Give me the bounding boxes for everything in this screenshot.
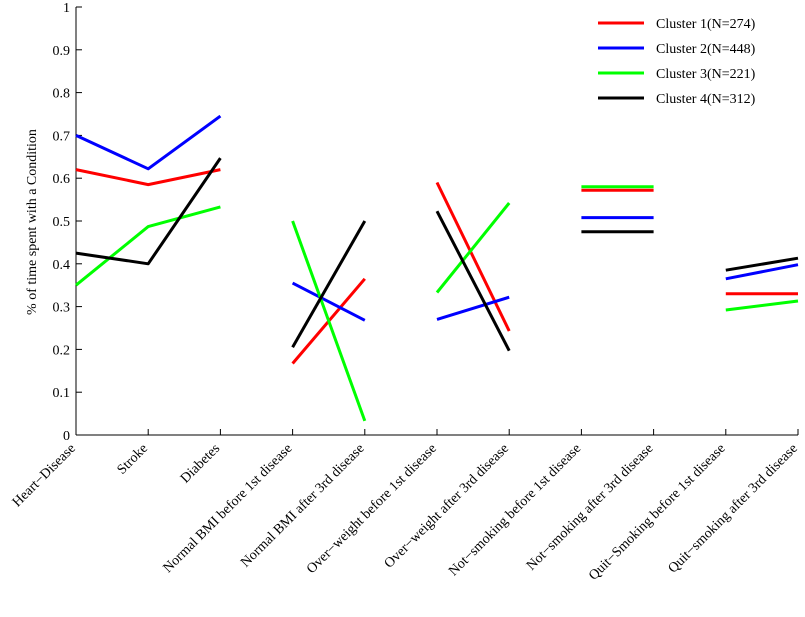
y-tick-label: 1 [63, 1, 70, 16]
y-axis-label: % of time spent with a Condition [25, 129, 40, 315]
legend-label: Cluster 2(N=448) [656, 42, 756, 57]
x-tick-label: Normal BMI after 3rd disease [238, 441, 367, 570]
series-line [435, 210, 511, 352]
series-line [436, 295, 510, 321]
series-line [725, 263, 799, 281]
y-tick-label: 0.2 [53, 343, 71, 358]
x-tick-label: Over−weight after 3rd disease [382, 441, 512, 571]
series-layer [75, 114, 799, 422]
y-tick-label: 0.6 [53, 172, 71, 187]
series-line [725, 256, 799, 272]
series-group [75, 114, 799, 322]
series-group [75, 157, 799, 352]
x-tick-label: Over−weight before 1st disease [304, 441, 440, 577]
y-tick-label: 0.4 [53, 258, 71, 273]
x-tick-label: Not−smoking after 3rd disease [524, 441, 656, 573]
series-line [291, 281, 366, 322]
x-tick-label: Not−smoking before 1st disease [446, 441, 584, 579]
x-tick-label: Quit−smoking after 3rd disease [666, 441, 801, 576]
legend-label: Cluster 1(N=274) [656, 17, 756, 32]
x-tick-label: Heart−Disease [10, 441, 79, 510]
x-tick-label: Quit−Smoking before 1st disease [586, 441, 728, 583]
legend-label: Cluster 4(N=312) [656, 92, 756, 107]
series-group [75, 168, 798, 365]
series-line [291, 220, 367, 349]
x-tick-label: Diabetes [178, 441, 223, 486]
series-line [75, 114, 222, 171]
series-line [435, 202, 511, 294]
series-group [75, 185, 799, 422]
y-tick-label: 0.8 [53, 87, 71, 102]
y-tick-label: 0.5 [53, 215, 71, 230]
series-line [725, 299, 799, 312]
y-tick-label: 0.7 [53, 129, 71, 144]
series-line [291, 220, 367, 422]
x-tick-label: Stroke [115, 441, 151, 477]
legend: Cluster 1(N=274) Cluster 2(N=448) Cluster … [598, 17, 756, 107]
x-tick-label: Normal BMI before 1st disease [161, 441, 296, 576]
series-line [75, 168, 221, 187]
series-line [435, 181, 511, 332]
legend-label: Cluster 3(N=221) [656, 67, 756, 82]
y-tick-label: 0 [63, 429, 70, 444]
y-tick-label: 0.9 [53, 44, 71, 59]
axes: 0 0.1 0.2 0.3 0.4 0.5 0.6 0.7 0.8 0.9 1 Heart−Disea… [10, 1, 801, 584]
y-tick-label: 0.3 [53, 301, 71, 316]
series-line [75, 157, 222, 266]
series-line [75, 205, 221, 287]
y-tick-label: 0.1 [53, 386, 71, 401]
